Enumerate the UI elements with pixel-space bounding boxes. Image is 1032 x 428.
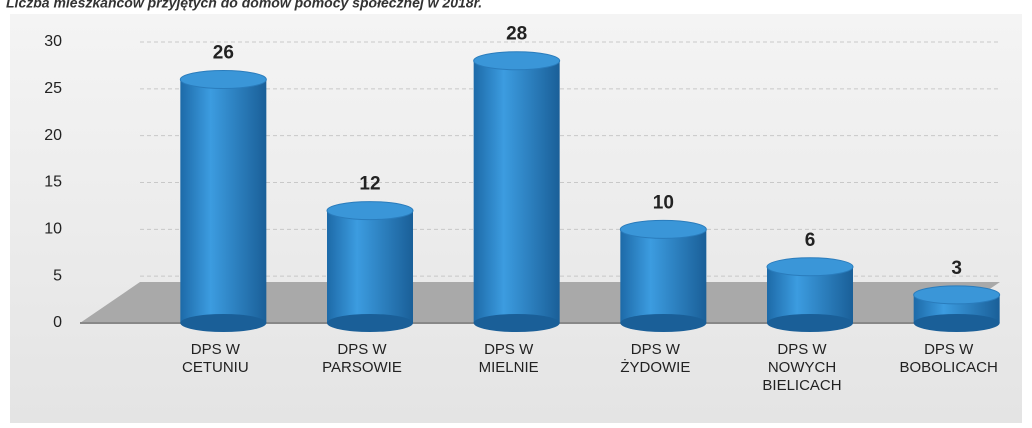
chart-title: Liczba mieszkańców przyjętych do domów p… — [6, 0, 482, 11]
bar-top — [766, 257, 854, 277]
bar-base — [180, 314, 267, 332]
data-label: 10 — [653, 192, 674, 213]
x-tick-label: DPS W CETUNIU — [181, 341, 249, 376]
y-tick-label: 20 — [44, 127, 62, 144]
y-tick-label: 0 — [53, 314, 62, 331]
data-label: 12 — [359, 174, 380, 195]
bar-base — [767, 314, 853, 332]
x-tick-label: DPS W MIELNIE — [478, 341, 539, 376]
bar-base — [620, 314, 707, 332]
y-tick-label: 25 — [44, 80, 62, 97]
bar-top — [473, 51, 561, 71]
data-label: 26 — [213, 42, 234, 63]
y-tick-label: 5 — [53, 267, 62, 284]
bar-top — [326, 201, 414, 221]
bar-base — [913, 314, 1000, 332]
bar-top — [179, 69, 267, 89]
x-tick-label: DPS W PARSOWIE — [322, 341, 402, 376]
y-tick-label: 30 — [44, 33, 62, 50]
bar — [180, 79, 267, 323]
data-label: 28 — [506, 24, 527, 45]
y-tick-label: 10 — [44, 221, 62, 238]
bar-top — [913, 285, 1001, 305]
bar-base — [327, 314, 413, 332]
x-tick-label: DPS W BOBOLICACH — [899, 341, 998, 376]
x-tick-label: DPS W ŻYDOWIE — [620, 341, 691, 376]
bar-top — [619, 219, 707, 239]
data-label: 6 — [805, 230, 816, 251]
y-tick-label: 15 — [44, 174, 62, 191]
x-tick-label: DPS W NOWYCH BIELICACH — [762, 341, 842, 394]
bar-base — [473, 314, 560, 332]
data-label: 3 — [951, 258, 962, 279]
bar — [620, 229, 707, 323]
bar — [473, 60, 560, 323]
bar — [327, 210, 413, 323]
